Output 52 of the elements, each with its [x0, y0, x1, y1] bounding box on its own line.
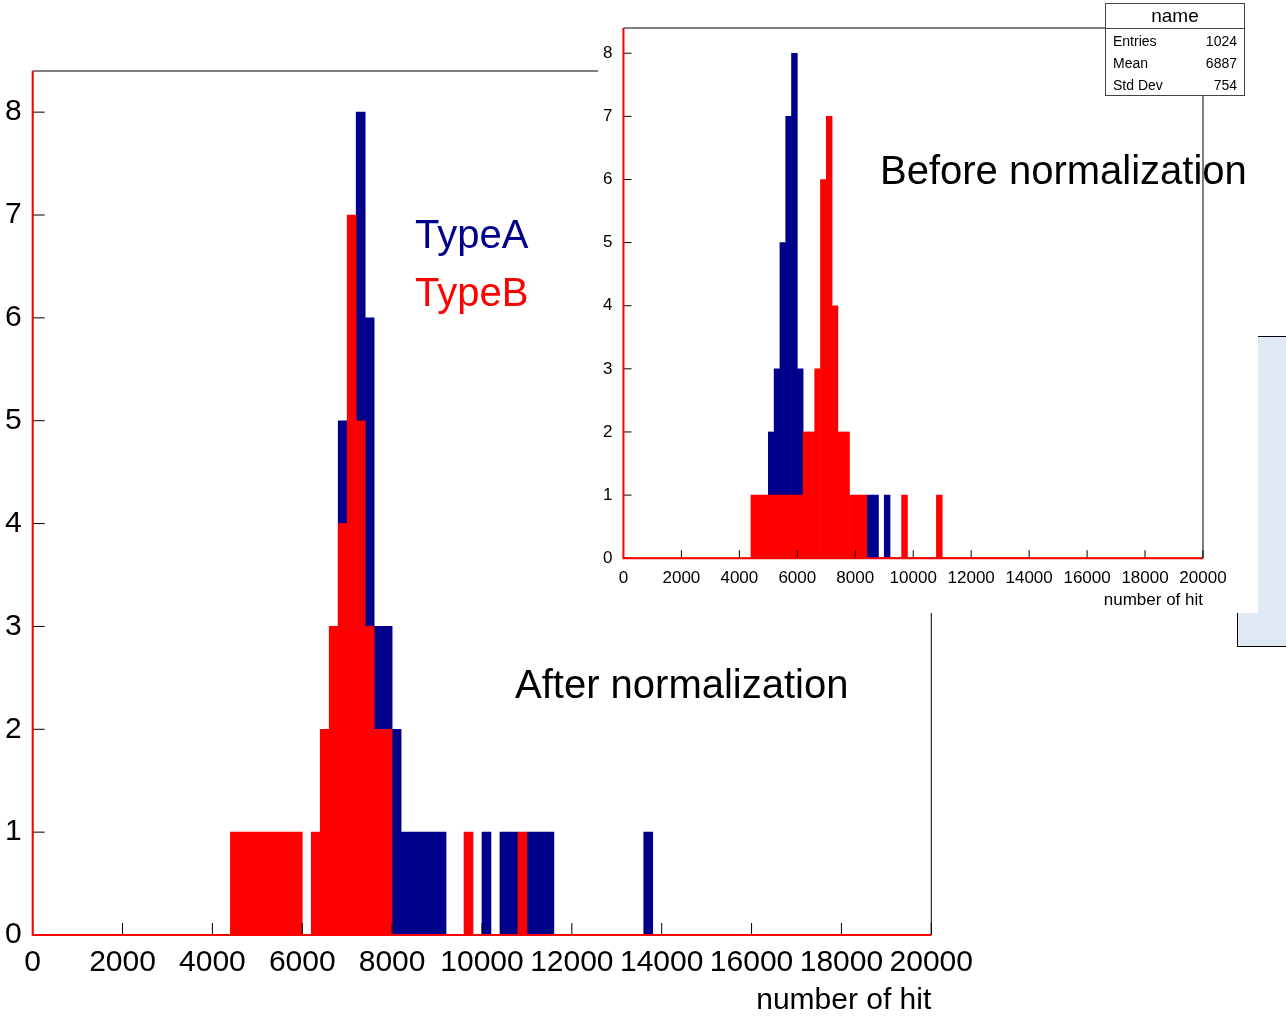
annotation: After normalization: [515, 662, 849, 707]
x-tick-label: 4000: [179, 944, 246, 978]
x-tick-label: 2000: [89, 944, 156, 978]
x-tick-label: 2000: [662, 568, 701, 588]
x-tick-label: 20000: [1179, 568, 1227, 588]
x-tick-label: 8000: [836, 568, 875, 588]
y-tick-label: 3: [602, 358, 613, 378]
x-tick-label: 6000: [778, 568, 817, 588]
x-tick-label: 8000: [358, 944, 426, 978]
y-tick-label: 6: [5, 299, 22, 333]
y-tick-label: 1: [602, 484, 613, 504]
text: 6887: [1205, 55, 1237, 71]
y-tick-label: 6: [602, 169, 613, 189]
y-tick-label: 5: [602, 232, 613, 252]
y-tick-label: 4: [602, 295, 613, 315]
y-tick-label: 3: [5, 607, 22, 641]
x-tick-label: 4000: [720, 568, 759, 588]
x-axis-title: number of hit: [1103, 590, 1204, 610]
x-tick-label: 14000: [619, 944, 704, 978]
annotation: Mean: [1113, 55, 1149, 71]
x-tick-label: 18000: [799, 944, 884, 978]
y-tick-label: 8: [602, 42, 613, 62]
y-tick-label: 7: [602, 106, 613, 126]
x-tick-label: 18000: [1121, 568, 1169, 588]
x-tick-label: 12000: [947, 568, 995, 588]
x-tick-label: 10000: [889, 568, 937, 588]
y-tick-label: 8: [5, 93, 22, 127]
x-tick-label: 0: [618, 568, 629, 588]
y-tick-label: 4: [5, 504, 22, 538]
y-tick-label: 5: [5, 401, 22, 435]
y-tick-label: 2: [5, 710, 22, 744]
series-label: TypeB: [415, 269, 529, 316]
y-tick-label: 2: [602, 421, 613, 441]
x-tick-label: 6000: [268, 944, 336, 978]
annotation: Before normalization: [880, 148, 1247, 193]
y-tick-label: 0: [5, 916, 22, 950]
x-tick-label: 12000: [530, 944, 614, 978]
x-tick-label: 16000: [709, 944, 794, 978]
x-axis-title: number of hit: [756, 982, 932, 1016]
text: name: [1106, 4, 1244, 29]
series-label: TypeA: [415, 211, 529, 258]
x-tick-label: 10000: [440, 944, 524, 978]
annotation: Entries: [1113, 33, 1157, 49]
x-tick-label: 16000: [1063, 568, 1111, 588]
annotation: Std Dev: [1113, 77, 1163, 93]
y-tick-label: 0: [602, 547, 613, 567]
text: 1024: [1205, 33, 1237, 49]
x-tick-label: 14000: [1005, 568, 1053, 588]
y-tick-label: 7: [5, 196, 22, 230]
x-tick-label: 20000: [889, 944, 974, 978]
y-tick-label: 1: [5, 813, 22, 847]
text: 754: [1213, 77, 1237, 93]
